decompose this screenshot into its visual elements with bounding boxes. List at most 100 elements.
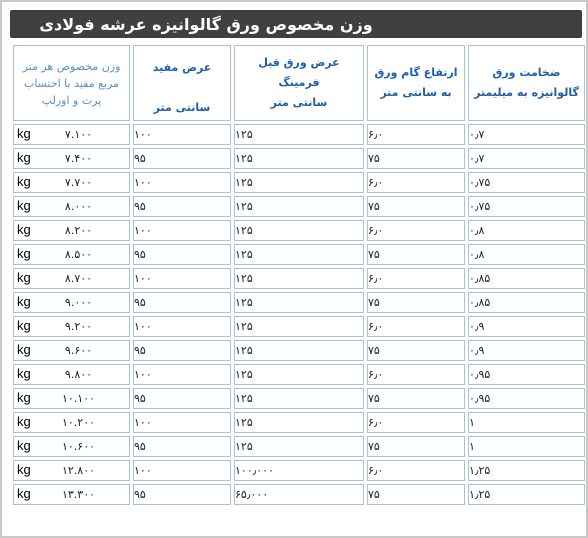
header-weight-line-2: مربع مفید با احتساب [23,76,120,90]
useful-width-cell: ۱۰۰ [133,172,231,193]
unit-label: kg [17,318,31,333]
header-thickness-line-1: ضخامت ورق [492,66,561,79]
header-useful-width: عرض مفید سانتی متر [133,45,231,121]
weight-value: ۹.۸۰۰ [64,368,93,381]
useful-width-cell: ۱۰۰ [133,220,231,241]
sheet-width-cell: ۱۲۵ [234,268,364,289]
header-weight-line-1: وزن مخصوص هر متر [22,59,121,73]
weight-cell: kg ۱۰.۱۰۰ [13,388,130,409]
weight-cell: kg ۱۳.۳۰۰ [13,484,130,505]
header-thickness: ضخامت ورق گالوانیزه به میلیمتر [468,45,585,121]
thickness-cell: ۱ [468,436,585,457]
weight-cell: kg ۸.۰۰۰ [13,196,130,217]
rib-height-cell: ۷۵ [367,484,465,505]
weight-table: ضخامت ورق گالوانیزه به میلیمتر ارتفاع گا… [10,42,588,508]
table-row: ۰٫۸۵ ۷۵ ۱۲۵ ۹۵ kg ۹.۰۰۰ [13,292,585,313]
thickness-cell: ۱ [468,412,585,433]
thickness-cell: ۱٫۲۵ [468,484,585,505]
thickness-cell: ۰٫۹ [468,340,585,361]
thickness-cell: ۰٫۷۵ [468,196,585,217]
rib-height-cell: ۷۵ [367,292,465,313]
table-row: ۱٫۲۵ ۶٫۰ ۱۰۰٫۰۰۰ ۱۰۰ kg ۱۲.۸۰۰ [13,460,585,481]
sheet-width-cell: ۱۲۵ [234,124,364,145]
thickness-cell: ۰٫۸۵ [468,292,585,313]
thickness-cell: ۱٫۲۵ [468,460,585,481]
unit-label: kg [17,294,31,309]
weight-cell: kg ۹.۲۰۰ [13,316,130,337]
table-row: ۰٫۷۵ ۶٫۰ ۱۲۵ ۱۰۰ kg ۷.۷۰۰ [13,172,585,193]
header-sheet-width-line-2: فرمینگ [278,76,320,89]
useful-width-cell: ۹۵ [133,148,231,169]
weight-value: ۸.۰۰۰ [64,200,93,213]
rib-height-cell: ۷۵ [367,244,465,265]
rib-height-cell: ۶٫۰ [367,460,465,481]
table-row: ۰٫۷۵ ۷۵ ۱۲۵ ۹۵ kg ۸.۰۰۰ [13,196,585,217]
rib-height-cell: ۶٫۰ [367,268,465,289]
useful-width-cell: ۹۵ [133,244,231,265]
table-title: وزن مخصوص ورق گالوانیزه عرشه فولادی [39,14,373,34]
weight-value: ۷.۴۰۰ [64,152,93,165]
unit-label: kg [17,198,31,213]
header-rib-height-line-2: به سانتی متر [380,86,452,99]
weight-value: ۱۳.۳۰۰ [61,488,96,501]
thickness-cell: ۰٫۹ [468,316,585,337]
weight-value: ۱۰.۲۰۰ [61,416,96,429]
sheet-width-cell: ۱۲۵ [234,148,364,169]
sheet-width-cell: ۱۲۵ [234,172,364,193]
sheet-width-cell: ۱۲۵ [234,340,364,361]
useful-width-cell: ۱۰۰ [133,124,231,145]
thickness-cell: ۰٫۹۵ [468,364,585,385]
weight-cell: kg ۱۰.۲۰۰ [13,412,130,433]
rib-height-cell: ۷۵ [367,340,465,361]
unit-label: kg [17,342,31,357]
rib-height-cell: ۷۵ [367,388,465,409]
header-weight: وزن مخصوص هر متر مربع مفید با احتساب پرت… [13,45,130,121]
table-row: ۰٫۷ ۶٫۰ ۱۲۵ ۱۰۰ kg ۷.۱۰۰ [13,124,585,145]
table-row: ۰٫۹۵ ۷۵ ۱۲۵ ۹۵ kg ۱۰.۱۰۰ [13,388,585,409]
sheet-width-cell: ۶۵٫۰۰۰ [234,484,364,505]
sheet-width-cell: ۱۲۵ [234,316,364,337]
unit-label: kg [17,366,31,381]
weight-value: ۱۲.۸۰۰ [61,464,96,477]
rib-height-cell: ۶٫۰ [367,364,465,385]
header-thickness-line-2: گالوانیزه به میلیمتر [474,86,579,99]
useful-width-cell: ۱۰۰ [133,460,231,481]
weight-cell: kg ۸.۷۰۰ [13,268,130,289]
table-row: ۰٫۹۵ ۶٫۰ ۱۲۵ ۱۰۰ kg ۹.۸۰۰ [13,364,585,385]
weight-value: ۷.۷۰۰ [64,176,93,189]
weight-cell: kg ۷.۷۰۰ [13,172,130,193]
useful-width-cell: ۹۵ [133,292,231,313]
weight-value: ۹.۶۰۰ [64,344,93,357]
weight-cell: kg ۸.۲۰۰ [13,220,130,241]
table-body: ۰٫۷ ۶٫۰ ۱۲۵ ۱۰۰ kg ۷.۱۰۰ ۰٫۷ ۷۵ ۱۲۵ ۹۵ kg ۷.۴۰۰ ۰٫۷۵… [13,124,585,505]
unit-label: kg [17,390,31,405]
sheet-width-cell: ۱۰۰٫۰۰۰ [234,460,364,481]
useful-width-cell: ۹۵ [133,388,231,409]
sheet-width-cell: ۱۲۵ [234,244,364,265]
unit-label: kg [17,126,31,141]
rib-height-cell: ۶٫۰ [367,316,465,337]
rib-height-cell: ۶٫۰ [367,172,465,193]
header-weight-line-3: پرت و اورلپ [41,93,102,107]
unit-label: kg [17,150,31,165]
sheet-width-cell: ۱۲۵ [234,292,364,313]
weight-cell: kg ۱۰.۶۰۰ [13,436,130,457]
thickness-cell: ۰٫۷ [468,148,585,169]
unit-label: kg [17,486,31,501]
rib-height-cell: ۶٫۰ [367,412,465,433]
table-row: ۱ ۷۵ ۱۲۵ ۹۵ kg ۱۰.۶۰۰ [13,436,585,457]
sheet-width-cell: ۱۲۵ [234,196,364,217]
thickness-cell: ۰٫۷۵ [468,172,585,193]
header-rib-height: ارتفاع گام ورق به سانتی متر [367,45,465,121]
thickness-cell: ۰٫۸۵ [468,268,585,289]
weight-cell: kg ۷.۱۰۰ [13,124,130,145]
weight-value: ۱۰.۱۰۰ [61,392,96,405]
unit-label: kg [17,246,31,261]
header-sheet-width: عرض ورق قبل فرمینگ سانتی متر [234,45,364,121]
header-useful-width-line-1: عرض مفید [152,61,212,74]
weight-cell: kg ۸.۵۰۰ [13,244,130,265]
unit-label: kg [17,222,31,237]
weight-value: ۸.۷۰۰ [64,272,93,285]
header-rib-height-line-1: ارتفاع گام ورق [374,66,458,79]
